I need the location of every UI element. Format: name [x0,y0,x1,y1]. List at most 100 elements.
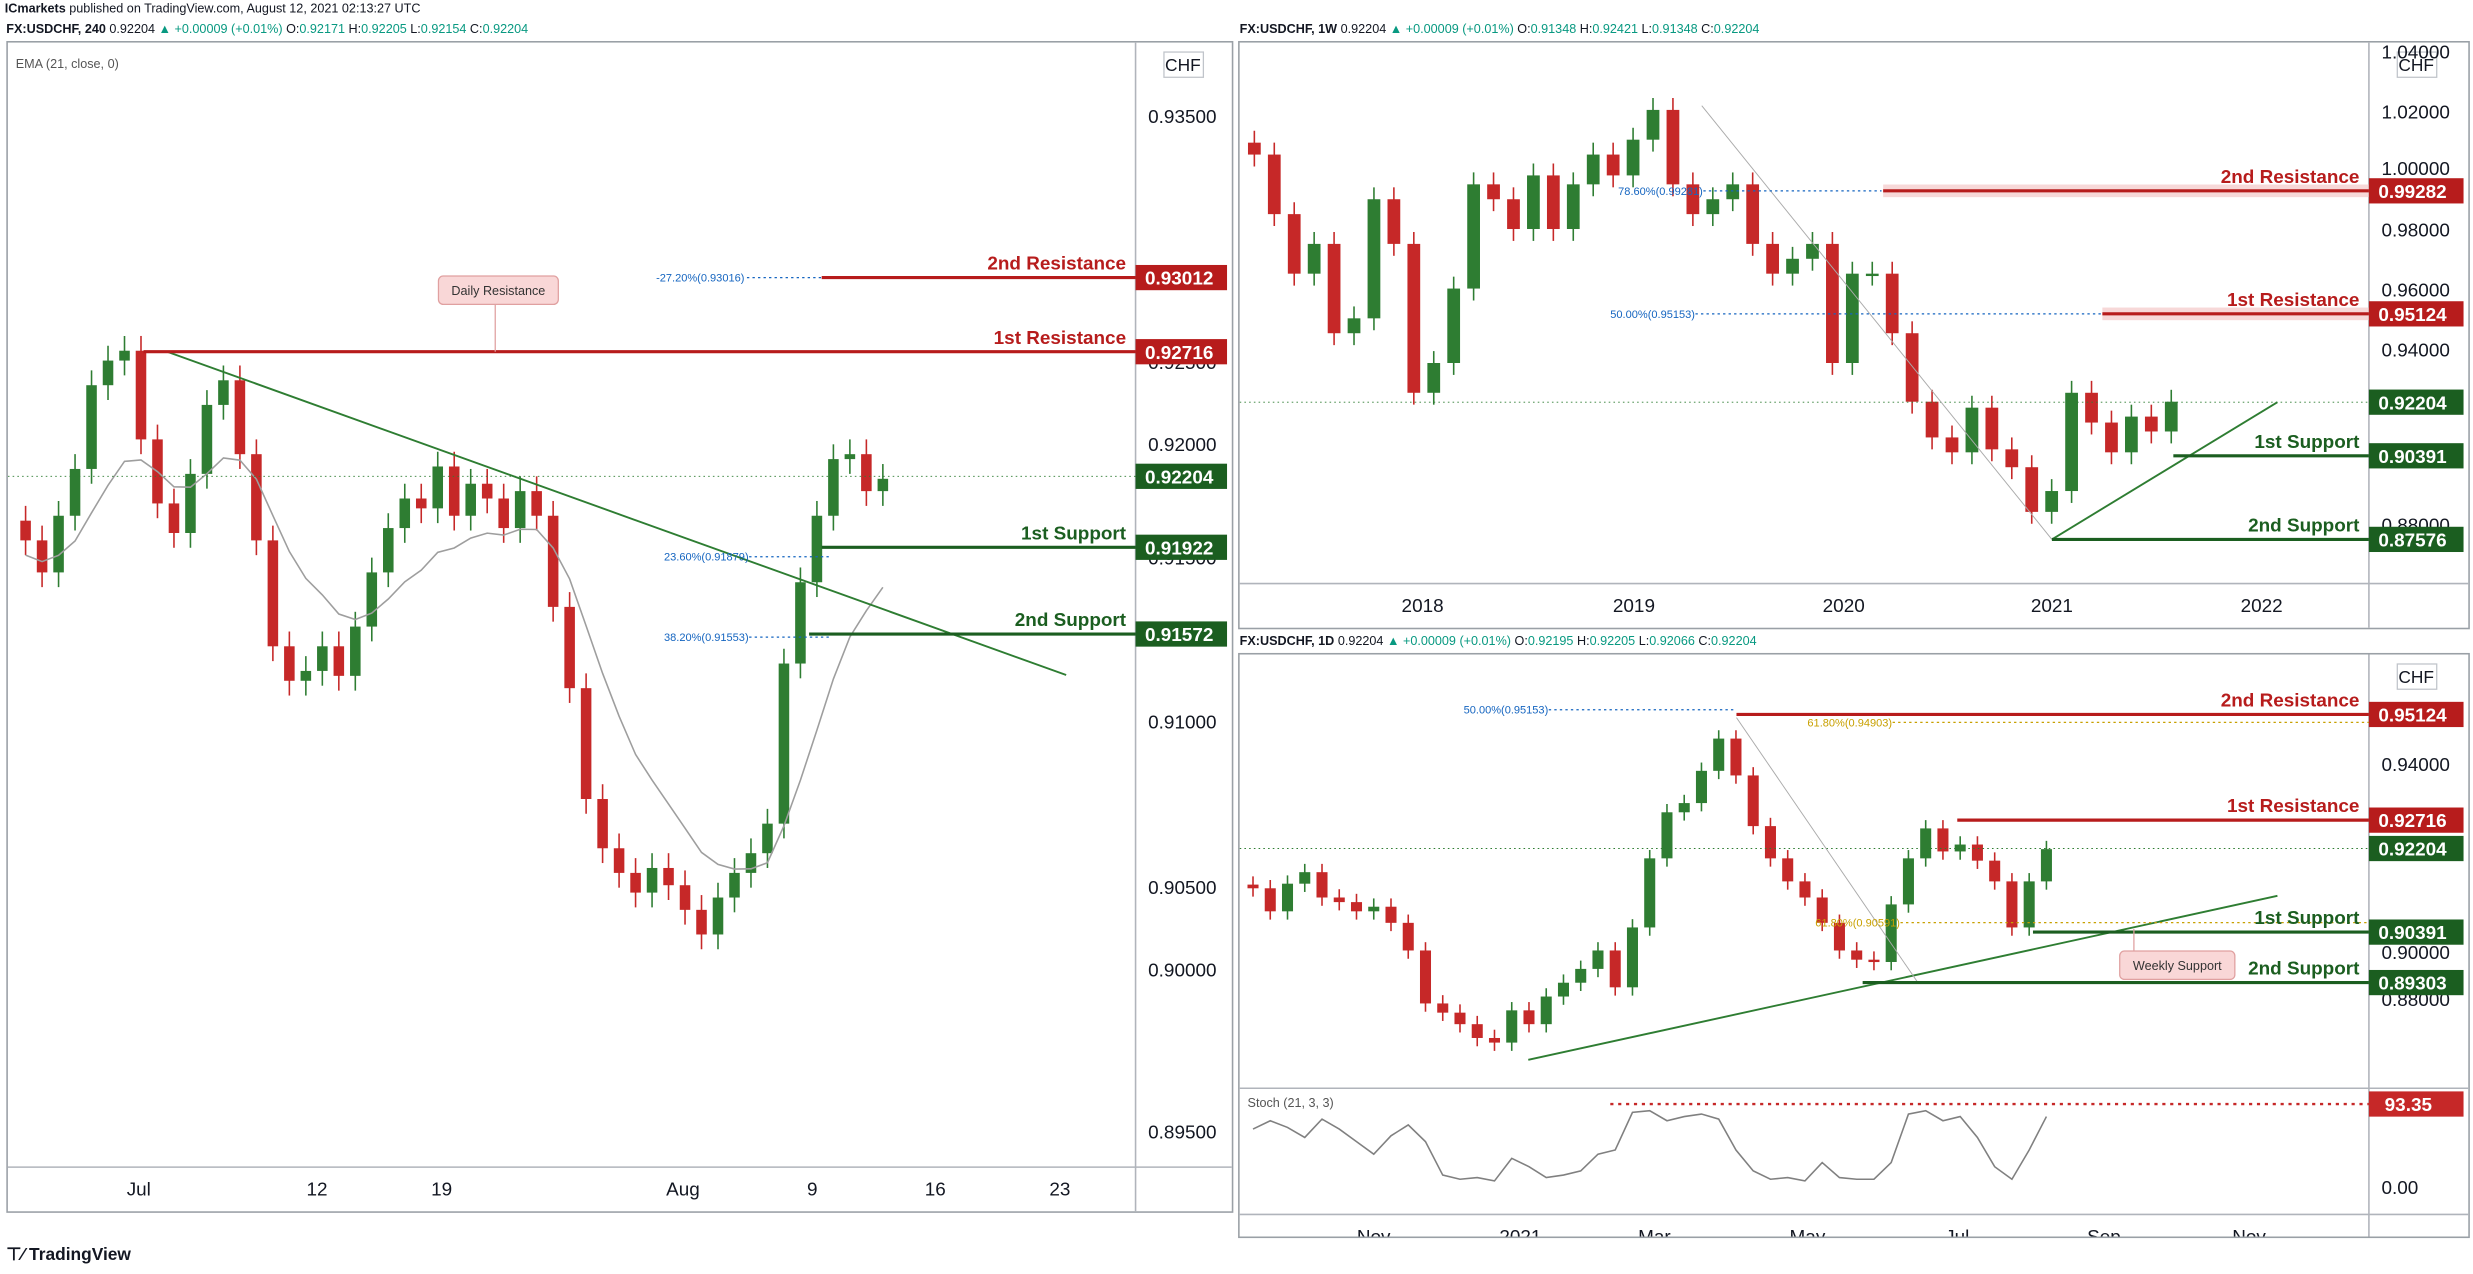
price-tag-value: 0.91922 [1145,538,1213,559]
low-value: 0.92154 [420,22,467,37]
candle-body [1666,109,1680,185]
x-tick-label: Aug [666,1179,700,1200]
close-value: 0.92204 [1713,22,1760,37]
published-text: published on TradingView.com, August 12,… [69,1,421,16]
callout-box [437,275,559,306]
price-tag-value: 0.90391 [2378,923,2446,944]
w1-header: FX:USDCHF, 1W 0.92204 ▲ +0.00009 (+0.01%… [1239,22,1760,37]
ema-indicator-label: EMA (21, close, 0) [16,57,119,71]
candle-body [1506,1010,1518,1043]
chart-panel-h4[interactable]: CHF0.935000.925000.920000.915000.910000.… [6,41,1234,1213]
currency-box [1163,51,1205,78]
price-tag-support [2368,526,2464,553]
level-name-label: 1st Support [2254,432,2360,453]
publisher-name[interactable]: ICmarkets [4,1,66,16]
y-tick-label: 1.00000 [2382,159,2450,180]
high-value: 0.92421 [1592,22,1638,37]
close-value: 0.92204 [482,22,529,37]
price-tag-resistance [2368,701,2464,728]
x-tick-label: 2018 [1402,596,1444,617]
price-tag-support [2368,969,2464,996]
candle-body [580,688,592,800]
candle-body [828,459,839,516]
candle-body [1347,318,1361,334]
x-tick-label: 16 [925,1179,946,1200]
price-tag-value: 0.95124 [2378,706,2447,727]
candle-body [1965,407,1979,453]
candle-body [1945,437,1959,453]
fib-level-label: 50.00%(0.95153) [1464,705,1549,717]
candle-body [1905,333,1919,402]
candle-body [1851,950,1863,960]
chart-panel-d1[interactable]: CHF 0.94000 0.90000 0.88000 Nov 2021 Mar May Jul… [1238,652,2470,1239]
price-tag-value: 0.90391 [2378,447,2446,468]
level-name-label: 1st Support [1021,523,1127,544]
candle-body [795,582,806,664]
candle-body [1626,139,1640,176]
candle-body [1507,199,1520,230]
candle-body [267,540,279,647]
price-tag-support [2368,919,2464,945]
candle-body [1885,904,1897,962]
candle-body [1467,184,1480,289]
callout-box [2119,950,2236,981]
level-name-label: 2nd Support [2248,959,2360,980]
candle-body [2045,491,2059,512]
price-tag-value: 0.92716 [2378,811,2446,832]
retracement-diagonal [1701,105,2053,540]
candle-body [432,466,444,509]
stoch-zero-tick: 0.00 [2382,1178,2419,1199]
candle-body [20,520,31,541]
publish-header: ICmarkets published on TradingView.com, … [5,2,421,16]
trendline [2051,401,2278,541]
candle-body [383,528,394,573]
currency-label: CHF [2398,55,2434,75]
candle-body [234,380,246,455]
x-tick-label: Nov [1357,1227,1391,1237]
candle-body [1746,184,1760,244]
candle-body [877,478,889,492]
candle-body [86,385,97,469]
y-tick-label: 0.98000 [2382,221,2450,242]
candle-body [1609,950,1621,988]
candle-body [1247,142,1261,155]
candle-body [1419,950,1432,1004]
candle-body [2025,467,2039,512]
x-tick-label: Nov [2232,1227,2266,1237]
candle-body [861,454,872,492]
candle-body [399,498,411,529]
candle-body [2023,881,2035,928]
stoch-level-tag [2368,1091,2464,1117]
level-name-label: 1st Resistance [994,328,1126,349]
candle-body [1267,154,1281,215]
tradingview-brand[interactable]: ⊤⁄ TradingView [6,1244,131,1265]
candle-body [102,360,114,386]
current-price-tag [1135,463,1228,489]
candle-body [1971,844,1983,861]
x-tick-label: Jul [1945,1227,1969,1237]
x-tick-label: 23 [1049,1179,1070,1200]
candle-body [1471,1024,1483,1038]
candle-body [2040,849,2052,882]
candle-body [1985,407,1999,450]
candle-body [218,380,229,405]
candle-body [1247,884,1259,889]
x-tick-label: 2019 [1613,596,1655,617]
x-tick-label: Jul [127,1179,151,1200]
brand-name: TradingView [29,1245,131,1265]
change-value: ▲ +0.00009 (+0.01%) [1389,22,1514,37]
candle-body [745,853,757,873]
candle-body [1447,288,1461,364]
candle-body [1385,906,1397,923]
ema-line [25,457,884,870]
candle-body [300,670,312,681]
candle-body [1695,770,1707,804]
candle-body [1367,199,1381,319]
candle-body [1713,738,1725,771]
current-price-value: 0.92204 [2378,840,2447,861]
candle-body [2085,392,2098,423]
candle-body [185,473,196,533]
chart-panel-w1[interactable]: CHF 1.04000 1.02000 1.00000 0.98000 0.96000 0.… [1238,41,2470,630]
